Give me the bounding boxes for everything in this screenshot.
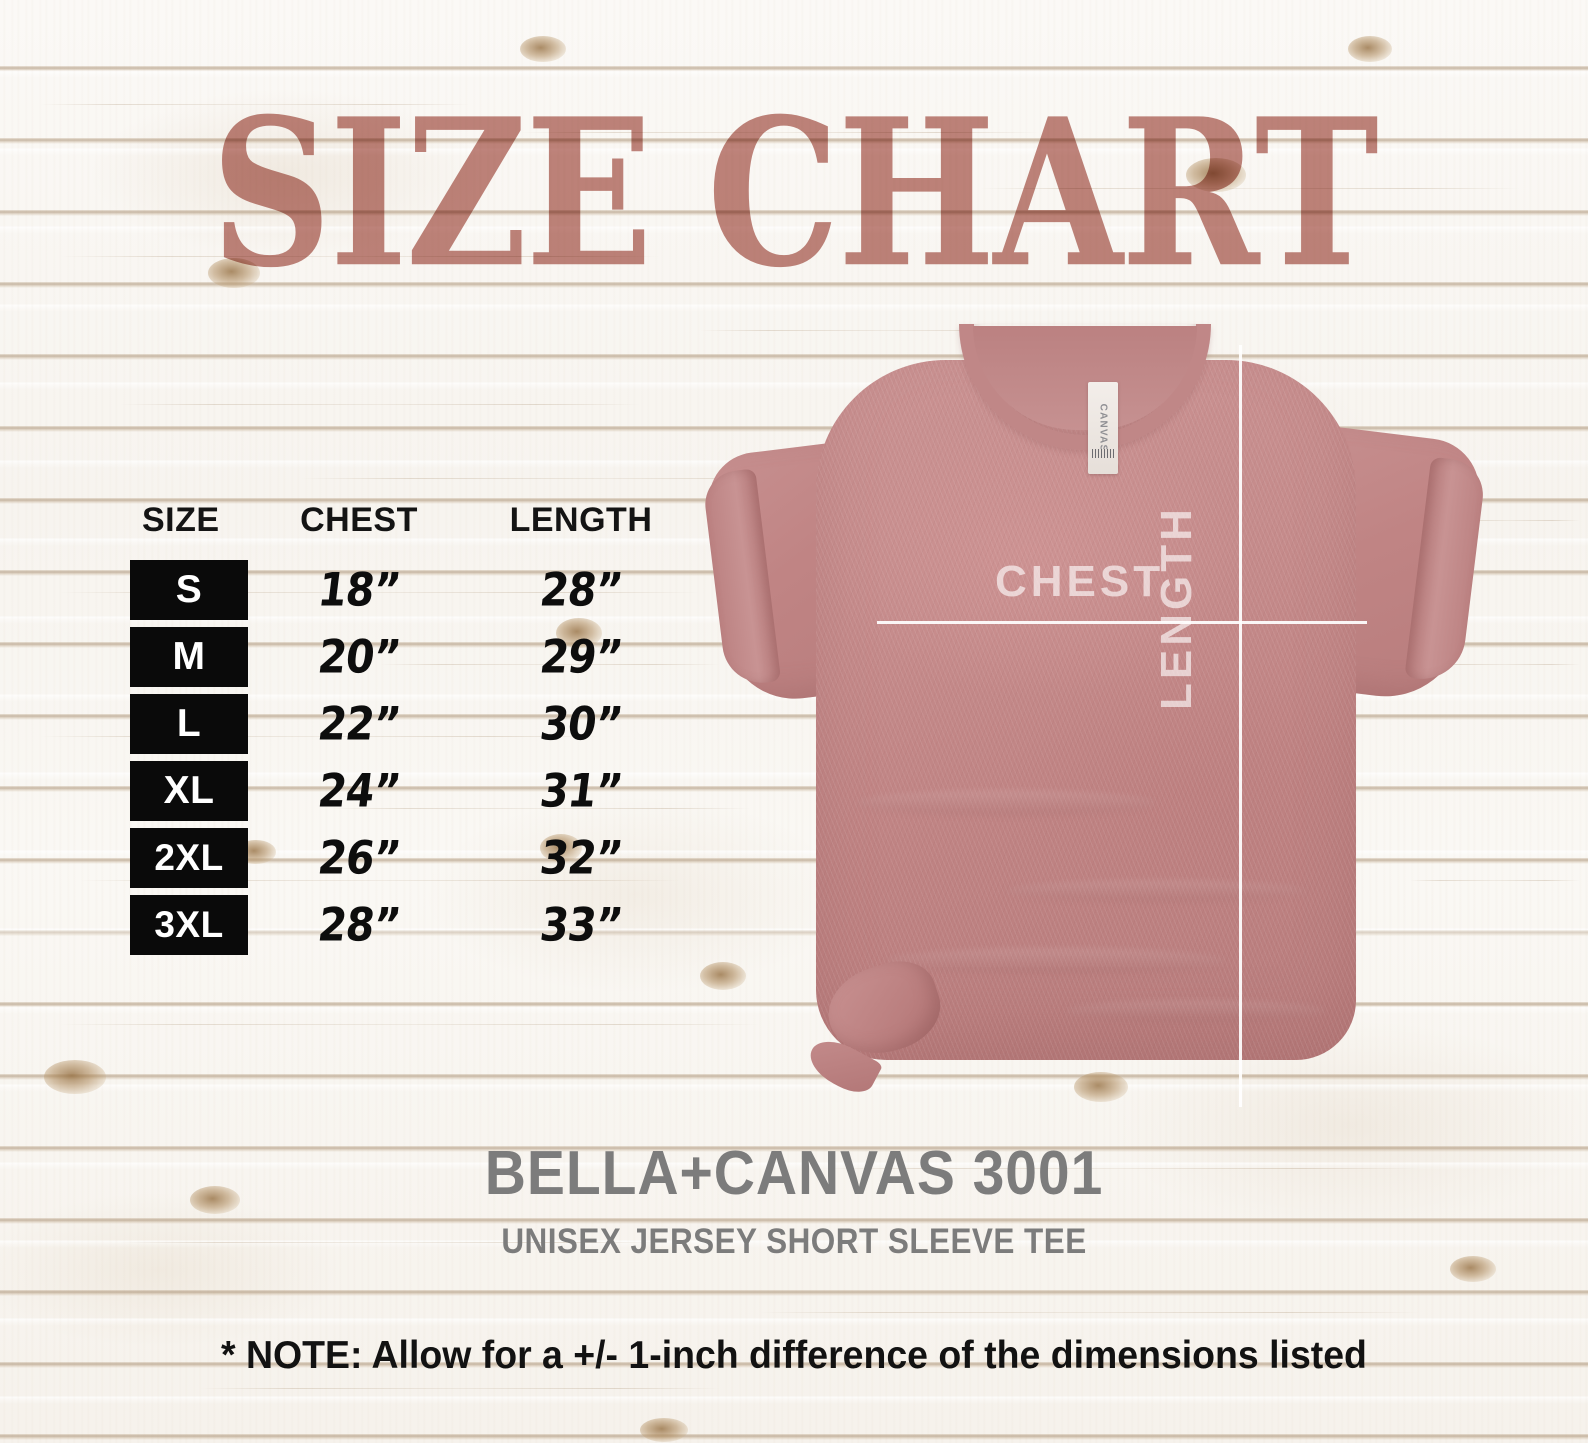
wood-knot bbox=[540, 834, 582, 862]
table-row: L 22” 30” bbox=[130, 694, 770, 754]
size-label: M bbox=[130, 627, 248, 687]
header-chest: CHEST bbox=[300, 500, 418, 539]
size-label: XL bbox=[130, 761, 248, 821]
table-row: S 18” 28” bbox=[130, 560, 770, 620]
header-length: LENGTH bbox=[509, 500, 653, 539]
wood-knot bbox=[700, 962, 746, 990]
note-text: * NOTE: Allow for a +/- 1-inch differenc… bbox=[221, 1334, 1367, 1377]
length-value: 32” bbox=[537, 831, 625, 885]
chest-value: 24” bbox=[315, 764, 403, 818]
length-value: 30” bbox=[537, 697, 625, 751]
fabric-fold bbox=[1066, 1000, 1326, 1022]
left-sleeve-cuff bbox=[701, 468, 782, 688]
tshirt-photo: CANVAS bbox=[690, 320, 1487, 1130]
wood-knot bbox=[44, 1060, 106, 1094]
neck-tag-text: CANVAS bbox=[1097, 403, 1109, 453]
chest-overlay-label: CHEST bbox=[995, 557, 1165, 606]
fabric-fold bbox=[886, 948, 1226, 974]
table-row: 2XL 26” 32” bbox=[130, 828, 770, 888]
fabric-fold bbox=[1006, 880, 1306, 902]
wood-knot bbox=[556, 618, 602, 648]
size-label: S bbox=[130, 560, 248, 620]
chest-value: 20” bbox=[315, 630, 403, 684]
product-subtitle: UNISEX JERSEY SHORT SLEEVE TEE bbox=[501, 1222, 1087, 1261]
wood-knot bbox=[1186, 158, 1246, 192]
page-title: SIZE CHART bbox=[211, 73, 1379, 313]
size-table: SIZE CHEST LENGTH S 18” 28” M 20” 29” L … bbox=[130, 498, 770, 962]
wood-knot bbox=[1348, 36, 1392, 62]
header-size: SIZE bbox=[142, 500, 220, 539]
wood-knot bbox=[208, 258, 260, 288]
table-header-row: SIZE CHEST LENGTH bbox=[130, 498, 770, 542]
wood-knot bbox=[640, 1418, 688, 1442]
length-value: 31” bbox=[537, 764, 625, 818]
chest-value: 22” bbox=[315, 697, 403, 751]
table-row: 3XL 28” 33” bbox=[130, 895, 770, 955]
size-label: 2XL bbox=[130, 828, 248, 888]
wood-knot bbox=[190, 1186, 240, 1214]
size-label: L bbox=[130, 694, 248, 754]
length-value: 28” bbox=[537, 563, 625, 617]
wood-knot bbox=[1450, 1256, 1496, 1282]
wood-knot bbox=[1074, 1072, 1128, 1102]
chest-measure-line bbox=[877, 621, 1367, 624]
neck-tag-barcode bbox=[1092, 449, 1114, 458]
table-row: XL 24” 31” bbox=[130, 761, 770, 821]
wood-knot bbox=[520, 36, 566, 62]
fabric-fold bbox=[856, 790, 1156, 816]
length-overlay-label: LENGTH bbox=[1152, 505, 1201, 710]
size-label: 3XL bbox=[130, 895, 248, 955]
right-sleeve-cuff bbox=[1404, 456, 1487, 684]
table-row: M 20” 29” bbox=[130, 627, 770, 687]
chest-value: 28” bbox=[315, 898, 403, 952]
heather-texture bbox=[816, 360, 1356, 1060]
neck-tag: CANVAS bbox=[1088, 382, 1118, 474]
chest-value: 18” bbox=[315, 563, 403, 617]
brand-name: BELLA+CANVAS 3001 bbox=[484, 1139, 1104, 1208]
length-value: 29” bbox=[537, 630, 625, 684]
length-value: 33” bbox=[537, 898, 625, 952]
length-measure-line bbox=[1239, 345, 1242, 1107]
chest-value: 26” bbox=[315, 831, 403, 885]
shirt-body bbox=[816, 360, 1356, 1060]
